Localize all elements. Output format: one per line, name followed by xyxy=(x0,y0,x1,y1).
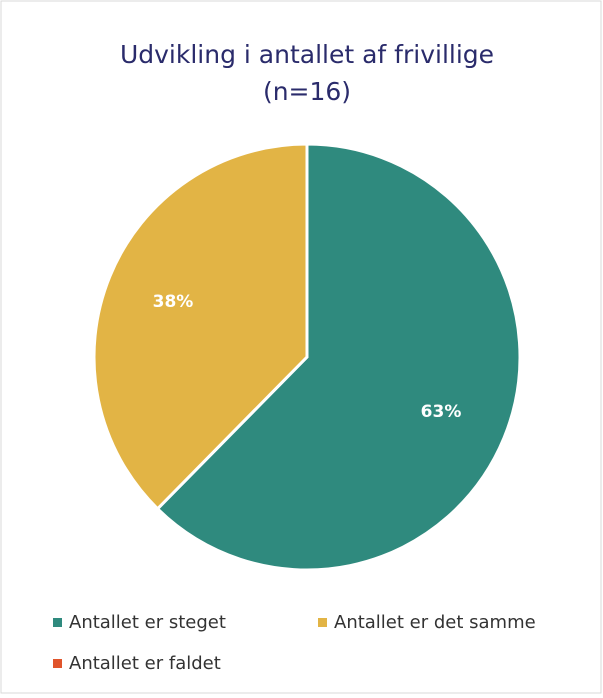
legend-marker xyxy=(318,618,327,627)
legend-marker xyxy=(53,618,62,627)
chart-title: Udvikling i antallet af frivillige xyxy=(120,40,494,69)
legend-label: Antallet er steget xyxy=(69,612,226,633)
chart-title: (n=16) xyxy=(263,77,351,106)
legend-label: Antallet er faldet xyxy=(69,653,221,674)
pie-slice xyxy=(92,142,309,511)
legend-marker xyxy=(53,659,62,668)
data-label: 38% xyxy=(153,292,194,312)
data-label: 63% xyxy=(421,402,462,422)
legend-label: Antallet er det samme xyxy=(334,612,536,633)
pie-slice xyxy=(155,142,522,572)
